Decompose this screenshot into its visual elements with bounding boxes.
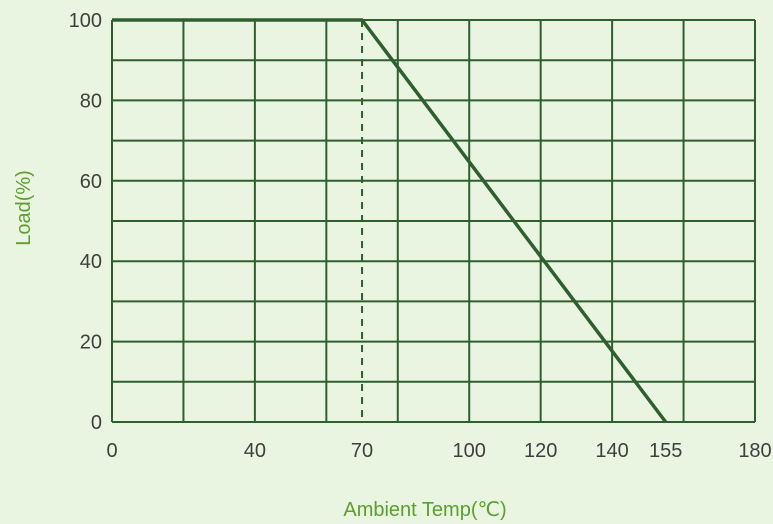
- y-tick-label: 20: [80, 332, 102, 354]
- y-axis-title: Load(%): [13, 170, 35, 246]
- y-tick-label: 100: [69, 10, 102, 32]
- series: [112, 18, 668, 424]
- y-tick-label: 40: [80, 251, 102, 273]
- x-tick-label: 180: [738, 440, 771, 462]
- x-axis-title: Ambient Temp(℃): [343, 499, 506, 521]
- y-tick-label: 80: [80, 90, 102, 112]
- x-tick-label: 140: [595, 440, 628, 462]
- y-tick-label: 60: [80, 171, 102, 193]
- y-tick-label: 0: [91, 412, 102, 434]
- derating-curve: [112, 18, 668, 424]
- x-tick-label: 100: [453, 440, 486, 462]
- x-tick-label: 40: [244, 440, 266, 462]
- x-tick-label: 70: [351, 440, 373, 462]
- grid: [111, 19, 756, 423]
- x-tick-label: 0: [106, 440, 117, 462]
- x-tick-label: 120: [524, 440, 557, 462]
- y-axis-ticks: 0 20 40 60 80 100: [69, 10, 102, 434]
- x-tick-label: 155: [649, 440, 682, 462]
- x-axis-ticks: 0 40 70 100 120 140 155 180: [106, 440, 771, 462]
